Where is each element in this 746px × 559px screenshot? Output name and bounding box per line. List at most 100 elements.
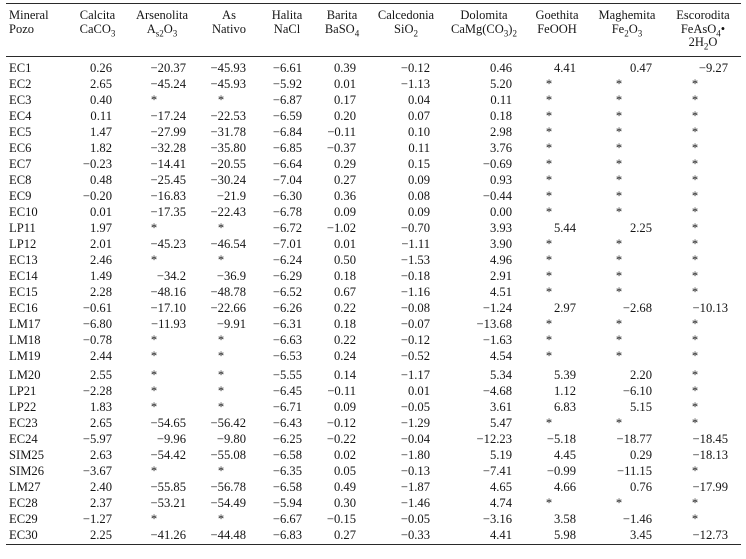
value-cell: −0.22 <box>326 432 356 446</box>
value-cell: −0.08 <box>400 301 430 315</box>
value-cell: −6.35 <box>272 464 302 478</box>
row-id: SIM25 <box>9 448 44 462</box>
value-cell: −11.15 <box>617 464 652 478</box>
value-cell: −6.24 <box>272 253 302 267</box>
value-cell: 0.36 <box>333 189 356 203</box>
value-cell: −21.9 <box>216 189 246 203</box>
value-cell: −20.55 <box>210 157 246 171</box>
value-cell: −1.53 <box>400 253 430 267</box>
row-id: LP21 <box>9 384 37 398</box>
value-cell: 4.96 <box>489 253 512 267</box>
row-id: LP12 <box>9 237 37 251</box>
value-cell: −1.27 <box>82 512 112 526</box>
value-cell: −18.45 <box>692 432 728 446</box>
missing-value-cell: * <box>150 93 158 107</box>
missing-value-cell: * <box>691 221 699 235</box>
value-cell: −0.04 <box>400 432 430 446</box>
value-cell: −18.13 <box>692 448 728 462</box>
value-cell: 0.30 <box>333 496 356 510</box>
table-row: EC8 0.48 −25.45 −30.24 −7.04 0.27 0.09 0.93 * * * <box>6 173 741 189</box>
value-cell: −6.25 <box>272 432 302 446</box>
value-cell: −34.2 <box>156 269 186 283</box>
column-header-calcita: Calcita CaCO3 <box>70 3 125 57</box>
missing-value-cell: * <box>217 349 225 363</box>
value-cell: −36.9 <box>216 269 246 283</box>
value-cell: −5.18 <box>546 432 576 446</box>
table-row: EC3 0.40 * * −6.87 0.17 0.04 0.11 * * * <box>6 93 741 109</box>
value-cell: −0.12 <box>326 416 356 430</box>
value-cell: 6.83 <box>553 400 576 414</box>
row-id: EC1 <box>9 61 32 75</box>
value-cell: −0.13 <box>400 464 430 478</box>
table-row: EC23 2.65 −54.65 −56.42 −6.43 −0.12 −1.29 5.47 *… <box>6 416 741 432</box>
missing-value-cell: * <box>150 221 158 235</box>
value-cell: 1.47 <box>89 125 112 139</box>
value-cell: 0.50 <box>333 253 356 267</box>
missing-value-cell: * <box>545 93 553 107</box>
value-cell: 4.41 <box>489 528 512 542</box>
value-cell: −0.18 <box>400 269 430 283</box>
value-cell: −54.49 <box>210 496 246 510</box>
table-row: LP21 −2.28 * * −6.45 −0.11 0.01 −4.68 1.12 −6.10 * <box>6 384 741 400</box>
mineral-saturation-index-table: Mineral Pozo Calcita CaCO3 Arsenolita As2O3 As… <box>6 3 741 545</box>
value-cell: 4.45 <box>553 448 576 462</box>
value-cell: −3.16 <box>482 512 512 526</box>
value-cell: 2.25 <box>89 528 112 542</box>
value-cell: −48.16 <box>150 285 186 299</box>
missing-value-cell: * <box>217 221 225 235</box>
value-cell: −6.30 <box>272 189 302 203</box>
table-row: EC6 1.82 −32.28 −35.80 −6.85 −0.37 0.11 3.76 * * * <box>6 141 741 157</box>
table-row: SIM26 −3.67 * * −6.35 0.05 −0.13 −7.41 −0.99 −11.… <box>6 464 741 480</box>
value-cell: −0.05 <box>400 512 430 526</box>
value-cell: −6.26 <box>272 301 302 315</box>
row-id: EC30 <box>9 528 38 542</box>
value-cell: 3.93 <box>489 221 512 235</box>
missing-value-cell: * <box>545 125 553 139</box>
value-cell: −1.24 <box>482 301 512 315</box>
missing-value-cell: * <box>615 349 623 363</box>
value-cell: −4.68 <box>482 384 512 398</box>
value-cell: −9.91 <box>216 317 246 331</box>
missing-value-cell: * <box>545 285 553 299</box>
value-cell: −6.80 <box>82 317 112 331</box>
value-cell: −6.58 <box>272 448 302 462</box>
value-cell: 0.39 <box>333 61 356 75</box>
value-cell: −1.87 <box>400 480 430 494</box>
table-header: Mineral Pozo Calcita CaCO3 Arsenolita As2O3 As… <box>6 3 741 57</box>
value-cell: 0.22 <box>333 301 356 315</box>
value-cell: 0.11 <box>408 141 430 155</box>
value-cell: −6.29 <box>272 269 302 283</box>
value-cell: −7.04 <box>272 173 302 187</box>
value-cell: −6.85 <box>272 141 302 155</box>
value-cell: 0.46 <box>489 61 512 75</box>
column-header-halita: Halita NaCl <box>259 3 315 57</box>
header-row: Mineral Pozo Calcita CaCO3 Arsenolita As2O3 As… <box>6 3 741 57</box>
missing-value-cell: * <box>545 253 553 267</box>
row-id: EC16 <box>9 301 38 315</box>
table-row: EC2 2.65 −45.24 −45.93 −5.92 0.01 −1.13 5.20 * * * <box>6 77 741 93</box>
value-cell: 0.17 <box>333 93 356 107</box>
missing-value-cell: * <box>150 253 158 267</box>
value-cell: −56.78 <box>210 480 246 494</box>
value-cell: −20.37 <box>150 61 186 75</box>
row-id: SIM26 <box>9 464 44 478</box>
missing-value-cell: * <box>217 512 225 526</box>
value-cell: −5.92 <box>272 77 302 91</box>
value-cell: 0.01 <box>333 77 356 91</box>
value-cell: 2.25 <box>629 221 652 235</box>
value-cell: −56.42 <box>210 416 246 430</box>
missing-value-cell: * <box>691 368 699 382</box>
row-id: LP11 <box>9 221 36 235</box>
value-cell: 0.09 <box>333 205 356 219</box>
missing-value-cell: * <box>217 384 225 398</box>
value-cell: −1.16 <box>400 285 430 299</box>
value-cell: −0.12 <box>400 61 430 75</box>
missing-value-cell: * <box>691 125 699 139</box>
table-row: LM17 −6.80 −11.93 −9.91 −6.31 0.18 −0.07 −13.68… <box>6 317 741 333</box>
row-id: EC14 <box>9 269 38 283</box>
missing-value-cell: * <box>150 368 158 382</box>
value-cell: −6.87 <box>272 93 302 107</box>
row-id: EC9 <box>9 189 32 203</box>
table-row: LM27 2.40 −55.85 −56.78 −6.58 0.49 −1.87 4.65 4.… <box>6 480 741 496</box>
value-cell: −45.23 <box>150 237 186 251</box>
